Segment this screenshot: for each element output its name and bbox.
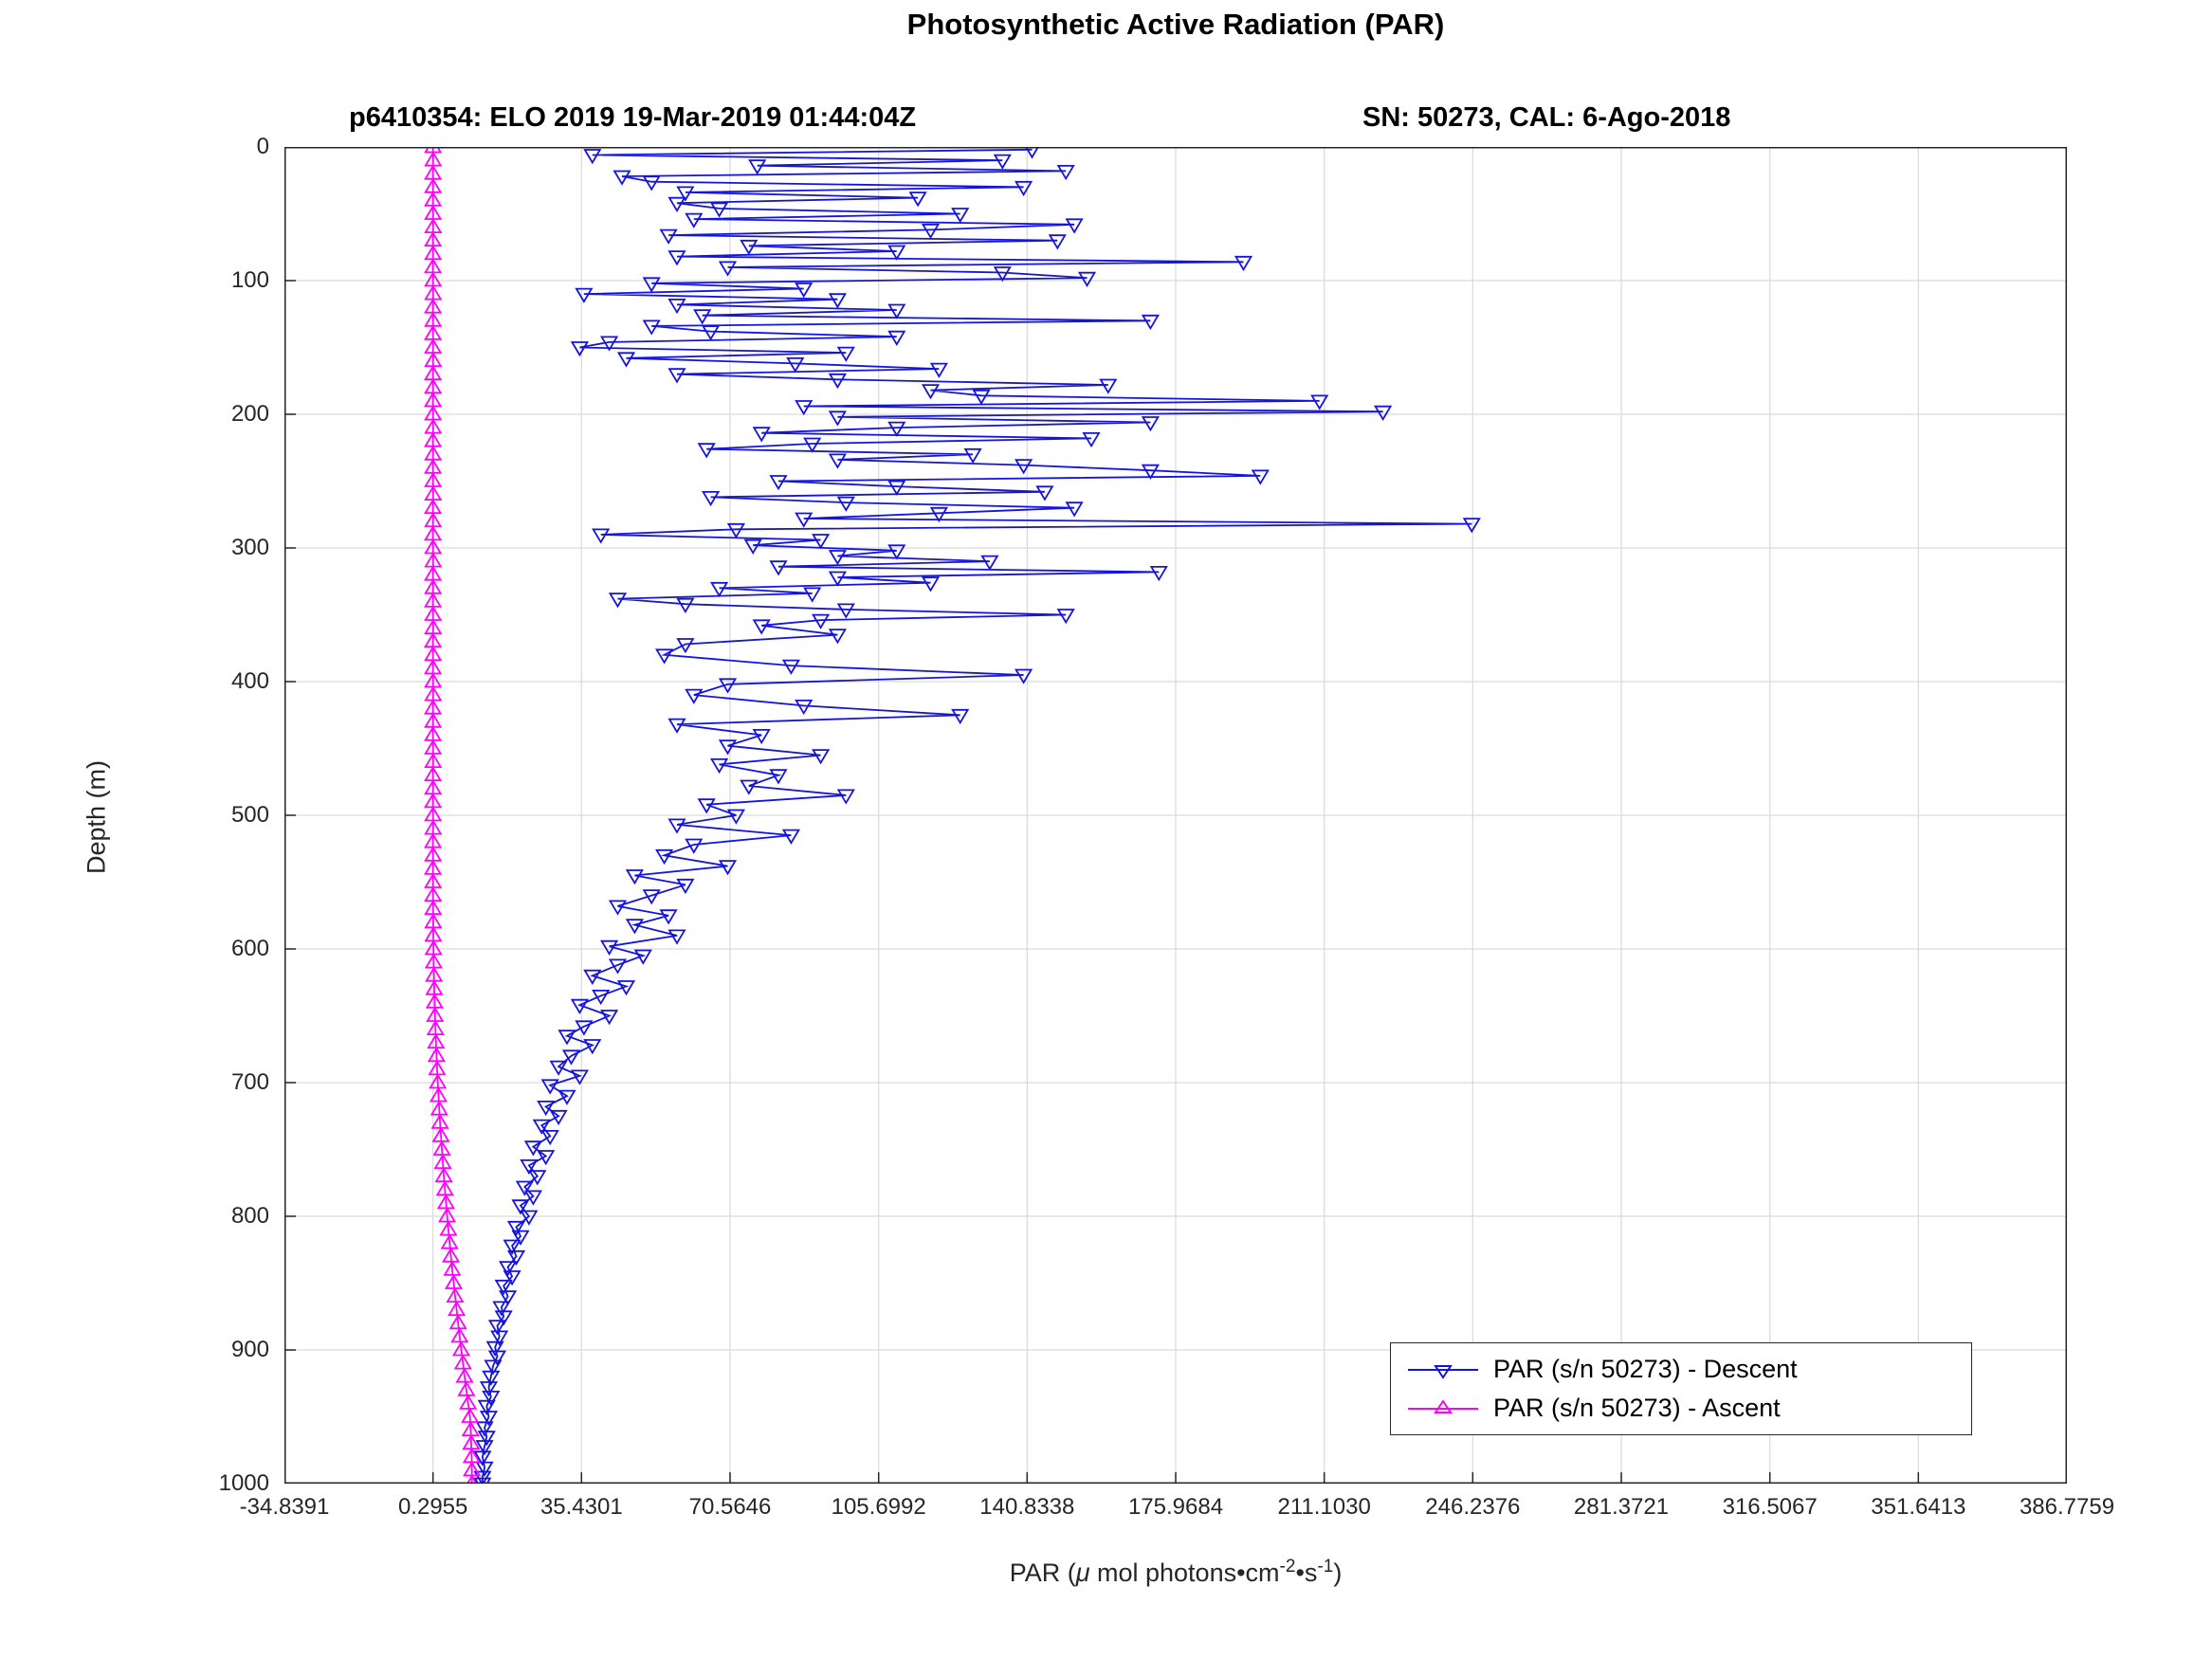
x-tick-label: 211.1030: [1277, 1494, 1371, 1520]
mu-symbol: μ: [1075, 1559, 1090, 1587]
x-tick-label: 175.9684: [1127, 1494, 1224, 1520]
x-tick-label: 386.7759: [2019, 1494, 2115, 1520]
x-tick-label: 70.5646: [688, 1494, 772, 1520]
x-label-text: s: [1304, 1559, 1318, 1587]
x-tick-label: 316.5067: [1722, 1494, 1818, 1520]
y-tick-label: 100: [230, 267, 269, 293]
descent-line-sample-icon: [1408, 1364, 1478, 1379]
y-tick-label: 800: [230, 1203, 269, 1229]
axes-box: [284, 147, 2067, 1484]
chart-title: Photosynthetic Active Radiation (PAR): [906, 8, 1445, 41]
x-tick-label: 140.8338: [979, 1494, 1075, 1520]
y-axis-tick-labels: 0 100 200 300 400 500 600 700 800 900 1000: [169, 134, 269, 1496]
x-tick-label: -34.8391: [239, 1494, 330, 1520]
x-label-text: cm: [1245, 1559, 1280, 1587]
y-tick-label: 900: [230, 1337, 269, 1362]
legend-label-ascent: PAR (s/n 50273) - Ascent: [1493, 1394, 1781, 1422]
y-tick-label: 600: [230, 936, 269, 961]
y-tick-label: 300: [230, 535, 269, 560]
x-tick-label: 105.6992: [831, 1494, 926, 1520]
y-axis-label: Depth (m): [82, 759, 111, 875]
exponent: -2: [1279, 1557, 1296, 1577]
legend-entry-ascent[interactable]: PAR (s/n 50273) - Ascent: [1406, 1394, 1962, 1423]
legend[interactable]: PAR (s/n 50273) - Descent PAR (s/n 50273…: [1390, 1342, 1972, 1435]
axes-title-right: SN: 50273, CAL: 6-Ago-2018: [1362, 102, 1731, 133]
descent-line: [481, 148, 1472, 1484]
y-tick-label: 200: [230, 401, 269, 427]
x-tick-label: 351.6413: [1871, 1494, 1966, 1520]
x-axis-tick-labels: -34.8391 0.2955 35.4301 70.5646 105.6992 140.…: [240, 1494, 2114, 1526]
bullet-separator: •: [1236, 1559, 1246, 1587]
x-label-text: ): [1333, 1559, 1343, 1587]
x-tick-label: 35.4301: [539, 1494, 623, 1520]
legend-label-descent: PAR (s/n 50273) - Descent: [1493, 1355, 1798, 1383]
x-tick-label: 0.2955: [397, 1494, 468, 1520]
axes-title-left: p6410354: ELO 2019 19-Mar-2019 01:44:04Z: [349, 102, 917, 133]
exponent: -1: [1317, 1557, 1334, 1577]
y-tick-label: 400: [230, 668, 269, 694]
ascent-markers: [424, 147, 482, 1484]
y-tick-label: 1000: [218, 1470, 269, 1496]
x-label-text: PAR (: [1009, 1559, 1076, 1587]
x-tick-label: 281.3721: [1573, 1494, 1670, 1520]
legend-entry-descent[interactable]: PAR (s/n 50273) - Descent: [1406, 1355, 1962, 1384]
x-label-text: mol photons: [1089, 1559, 1237, 1587]
ascent-line-sample-icon: [1408, 1398, 1478, 1413]
x-axis-label: PAR (μ mol photons•cm-2•s-1): [284, 1557, 2067, 1588]
y-tick-label: 0: [256, 134, 269, 159]
y-tick-label: 700: [230, 1069, 269, 1095]
x-tick-label: 246.2376: [1425, 1494, 1521, 1520]
descent-markers: [473, 147, 1481, 1484]
bullet-separator: •: [1295, 1559, 1305, 1587]
plot-area: [284, 147, 2067, 1484]
y-tick-label: 500: [230, 802, 269, 828]
